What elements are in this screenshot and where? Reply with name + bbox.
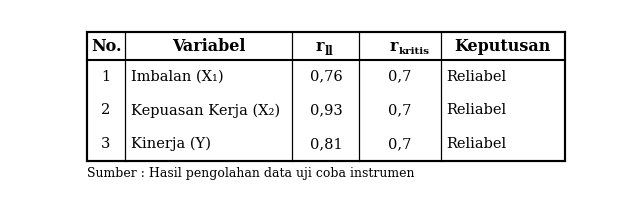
Text: Reliabel: Reliabel [446,103,507,117]
Text: Imbalan (X₁): Imbalan (X₁) [131,70,224,84]
Text: No.: No. [91,38,121,55]
Text: 2: 2 [101,103,111,117]
Text: Kinerja (Y): Kinerja (Y) [131,137,211,151]
Text: Kepuasan Kerja (X₂): Kepuasan Kerja (X₂) [131,103,280,117]
Text: ll: ll [325,45,334,58]
Text: 3: 3 [101,137,111,151]
Text: 0,7: 0,7 [389,137,411,151]
Text: kritis: kritis [399,46,430,55]
Text: 0,76: 0,76 [310,70,342,84]
Text: Sumber : Hasil pengolahan data uji coba instrumen: Sumber : Hasil pengolahan data uji coba … [87,167,415,180]
Text: 0,7: 0,7 [389,103,411,117]
Text: Keputusan: Keputusan [455,38,551,55]
Text: 0,81: 0,81 [310,137,342,151]
Text: Reliabel: Reliabel [446,137,507,151]
Text: r: r [390,38,398,55]
Bar [87,32,565,161]
Text: r: r [315,38,324,55]
Text: 1: 1 [102,70,111,84]
Text: 0,7: 0,7 [389,70,411,84]
Text: Variabel: Variabel [172,38,245,55]
Text: Reliabel: Reliabel [446,70,507,84]
Text: 0,93: 0,93 [310,103,342,117]
